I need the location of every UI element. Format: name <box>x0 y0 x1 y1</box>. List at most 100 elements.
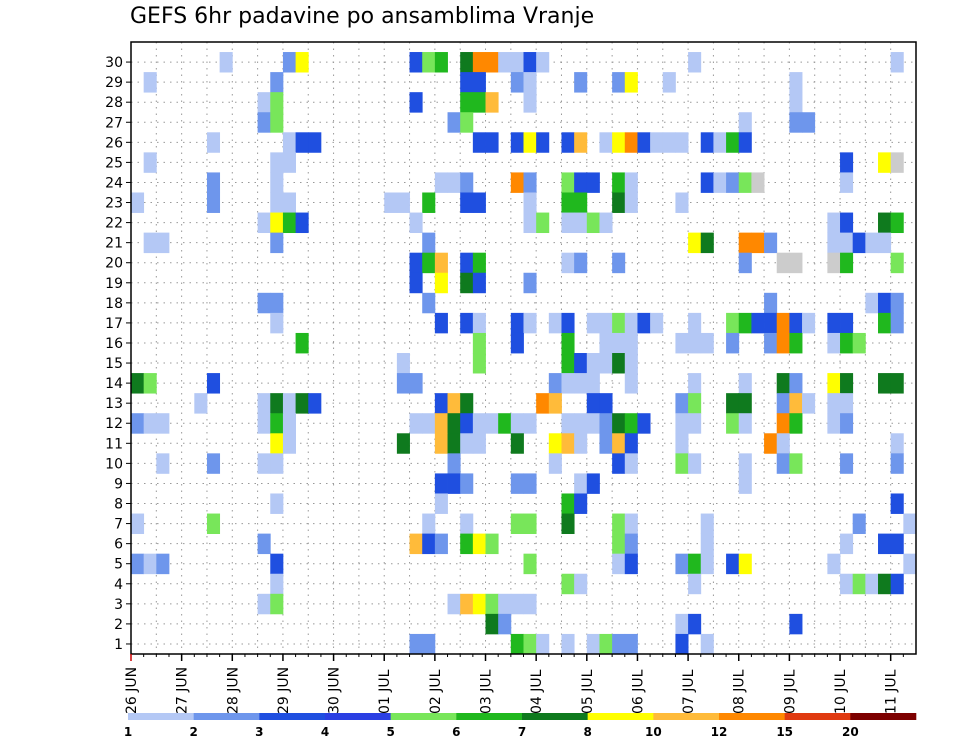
heatmap-cell <box>447 172 461 193</box>
heatmap-cell <box>434 312 448 334</box>
heatmap-cell <box>688 553 702 575</box>
heatmap-cell <box>460 272 474 294</box>
x-tick-label: 01 JUL <box>377 669 393 714</box>
heatmap-cell <box>624 413 638 434</box>
heatmap-cell <box>827 553 841 575</box>
heatmap-cell <box>206 373 221 394</box>
heatmap-cell <box>472 332 486 354</box>
heatmap-cell <box>840 152 854 173</box>
heatmap-cell <box>650 132 664 153</box>
heatmap-cell <box>700 332 714 354</box>
heatmap-cell <box>612 332 626 354</box>
heatmap-cell <box>586 413 600 434</box>
heatmap-cell <box>206 172 221 193</box>
heatmap-cell <box>472 353 486 374</box>
heatmap-cell <box>574 252 588 274</box>
heatmap-cell <box>890 252 904 274</box>
heatmap-cell <box>270 232 284 254</box>
colorbar-label: 1 <box>124 725 132 739</box>
heatmap-cell <box>270 433 284 454</box>
heatmap-cell <box>523 593 537 615</box>
heatmap-cell <box>726 553 740 575</box>
heatmap-cell <box>548 393 562 414</box>
heatmap-cell <box>840 453 854 474</box>
x-tick-label: 03 JUL <box>479 669 495 714</box>
heatmap-cell <box>409 413 423 434</box>
heatmap-cell <box>586 473 600 494</box>
heatmap-cell <box>143 152 157 173</box>
heatmap-cell <box>460 252 474 274</box>
heatmap-cell <box>878 152 892 173</box>
heatmap-cell <box>624 312 638 334</box>
heatmap-cell <box>662 72 676 93</box>
heatmap-cell <box>574 132 588 153</box>
heatmap-cell <box>156 553 170 575</box>
y-tick-label: 19 <box>105 276 123 292</box>
heatmap-cell <box>156 413 170 434</box>
heatmap-cell <box>726 312 740 334</box>
colorbar-swatch <box>719 713 785 720</box>
heatmap-cell <box>510 433 524 454</box>
heatmap-cell <box>523 52 537 73</box>
heatmap-cell <box>396 433 410 454</box>
heatmap-cell <box>510 593 524 615</box>
heatmap-cell <box>865 232 879 254</box>
heatmap-cell <box>295 132 309 153</box>
heatmap-cell <box>143 553 157 575</box>
heatmap-cell <box>789 252 803 274</box>
heatmap-cell <box>574 433 588 454</box>
heatmap-cell <box>460 533 474 555</box>
heatmap-cell <box>409 633 423 655</box>
heatmap-cell <box>840 533 854 555</box>
heatmap-cell <box>624 332 638 354</box>
heatmap-cell <box>447 393 461 414</box>
heatmap-cell <box>206 192 221 213</box>
y-tick-label: 26 <box>105 135 123 151</box>
heatmap-cell <box>460 433 474 454</box>
heatmap-cell <box>295 393 309 414</box>
heatmap-cell <box>840 172 854 193</box>
x-tick-label: 04 JUL <box>529 669 545 714</box>
heatmap-cell <box>890 292 904 314</box>
heatmap-cell <box>776 393 790 414</box>
heatmap-cell <box>561 413 575 434</box>
heatmap-cell <box>270 573 284 595</box>
heatmap-cell <box>434 493 448 514</box>
heatmap-cell <box>472 52 486 73</box>
heatmap-cell <box>675 433 689 454</box>
heatmap-cell <box>574 353 588 374</box>
y-tick-label: 24 <box>105 175 123 191</box>
heatmap-cell <box>270 172 284 193</box>
heatmap-cell <box>599 312 613 334</box>
heatmap-cell <box>396 192 410 213</box>
y-tick-label: 1 <box>114 637 123 653</box>
heatmap-cell <box>498 52 512 73</box>
heatmap-cell <box>523 413 537 434</box>
heatmap-cell <box>827 332 841 354</box>
heatmap-cell <box>574 413 588 434</box>
heatmap-cell <box>295 332 309 354</box>
heatmap-cell <box>890 152 904 173</box>
heatmap-cell <box>574 573 588 595</box>
heatmap-cell <box>523 192 537 213</box>
heatmap-cell <box>434 393 448 414</box>
heatmap-cell <box>890 573 904 595</box>
heatmap-cell <box>624 533 638 555</box>
heatmap-cell <box>751 312 765 334</box>
heatmap-cell <box>257 92 271 113</box>
y-tick-label: 21 <box>105 236 123 252</box>
heatmap-cell <box>282 212 296 234</box>
heatmap-cell <box>878 292 892 314</box>
heatmap-cell <box>840 332 854 354</box>
heatmap-cell <box>624 373 638 394</box>
y-tick-label: 23 <box>105 196 123 212</box>
heatmap-cell <box>852 513 866 535</box>
heatmap-cell <box>688 373 702 394</box>
colorbar-label: 6 <box>452 725 460 739</box>
heatmap-cell <box>637 132 651 153</box>
heatmap-cell <box>612 72 626 93</box>
heatmap-cell <box>789 72 803 93</box>
heatmap-cell <box>510 312 524 334</box>
heatmap-cell <box>840 212 854 234</box>
